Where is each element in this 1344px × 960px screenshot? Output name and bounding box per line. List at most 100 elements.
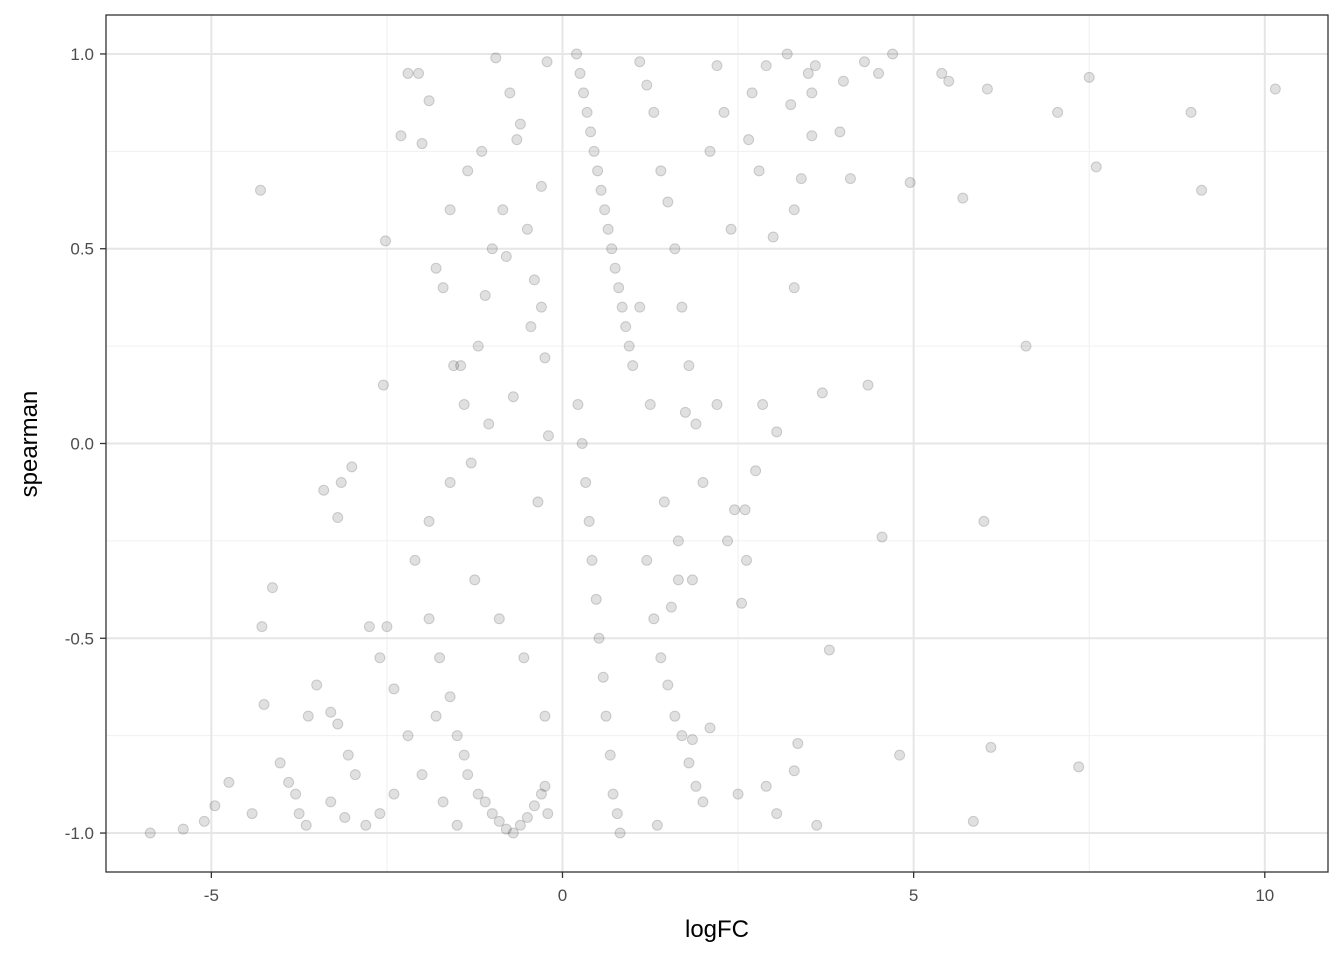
data-point — [1196, 184, 1208, 196]
data-point — [722, 535, 734, 547]
data-point — [634, 56, 646, 68]
data-point — [614, 827, 626, 839]
data-point — [476, 145, 488, 157]
data-point — [894, 749, 906, 761]
x-axis-ticks: -5 0 5 10 — [204, 872, 1274, 905]
data-point — [144, 827, 156, 839]
x-tick-label: 10 — [1255, 886, 1274, 905]
y-tick-label: 1.0 — [70, 45, 94, 64]
data-point — [943, 75, 955, 87]
data-point — [676, 301, 688, 313]
data-point — [542, 430, 554, 442]
data-point — [788, 204, 800, 216]
data-point — [711, 399, 723, 411]
data-point — [462, 769, 474, 781]
data-point — [781, 48, 793, 60]
data-point — [592, 165, 604, 177]
data-point — [430, 262, 442, 274]
data-point — [302, 710, 314, 722]
data-point — [258, 698, 270, 710]
data-point — [274, 757, 286, 769]
data-point — [409, 554, 421, 566]
data-point — [802, 67, 814, 79]
data-point — [588, 145, 600, 157]
data-point — [490, 52, 502, 64]
data-point — [771, 808, 783, 820]
data-point — [402, 67, 414, 79]
data-point — [858, 56, 870, 68]
data-point — [785, 99, 797, 111]
data-point — [686, 574, 698, 586]
data-point — [644, 399, 656, 411]
y-axis-ticks: -1.0 -0.5 0.0 0.5 1.0 — [65, 45, 106, 843]
data-point — [521, 223, 533, 235]
data-point — [686, 734, 698, 746]
data-point — [599, 204, 611, 216]
data-point — [823, 644, 835, 656]
data-point — [792, 737, 804, 749]
data-point — [837, 75, 849, 87]
data-point — [1090, 161, 1102, 173]
data-point — [325, 706, 337, 718]
data-point — [493, 613, 505, 625]
data-point — [732, 788, 744, 800]
data-point — [1269, 83, 1281, 95]
data-point — [388, 788, 400, 800]
data-point — [600, 710, 612, 722]
data-point — [469, 574, 481, 586]
data-point — [539, 710, 551, 722]
data-point — [528, 274, 540, 286]
data-point — [767, 231, 779, 243]
data-point — [266, 582, 278, 594]
data-point — [528, 800, 540, 812]
data-point — [981, 83, 993, 95]
data-point — [607, 788, 619, 800]
data-point — [493, 815, 505, 827]
data-point — [430, 710, 442, 722]
data-point — [542, 808, 554, 820]
data-point — [585, 126, 597, 138]
data-point — [750, 465, 762, 477]
data-point — [571, 48, 583, 60]
data-point — [500, 823, 512, 835]
data-point — [223, 776, 235, 788]
data-point — [704, 722, 716, 734]
data-point — [209, 800, 221, 812]
data-point — [256, 621, 268, 633]
y-tick-label: -1.0 — [65, 824, 94, 843]
data-point — [616, 301, 628, 313]
data-point — [497, 204, 509, 216]
data-point — [806, 130, 818, 142]
data-point — [760, 780, 772, 792]
data-point — [736, 597, 748, 609]
data-point — [293, 808, 305, 820]
data-point — [483, 418, 495, 430]
data-point — [641, 79, 653, 91]
data-point — [648, 106, 660, 118]
data-point — [753, 165, 765, 177]
data-point — [658, 496, 670, 508]
data-point — [380, 235, 392, 247]
data-point — [486, 808, 498, 820]
data-point — [507, 391, 519, 403]
data-point — [651, 819, 663, 831]
data-point — [486, 243, 498, 255]
data-point — [283, 776, 295, 788]
data-point — [676, 730, 688, 742]
data-point — [300, 819, 312, 831]
data-point — [683, 360, 695, 372]
major-gridlines — [106, 15, 1328, 872]
data-point — [718, 106, 730, 118]
data-point — [332, 512, 344, 524]
data-point — [606, 243, 618, 255]
data-point — [725, 223, 737, 235]
data-point — [472, 340, 484, 352]
data-point — [458, 399, 470, 411]
data-point — [816, 387, 828, 399]
data-point — [413, 67, 425, 79]
data-point — [580, 476, 592, 488]
data-point — [746, 87, 758, 99]
data-point — [887, 48, 899, 60]
data-point — [590, 593, 602, 605]
